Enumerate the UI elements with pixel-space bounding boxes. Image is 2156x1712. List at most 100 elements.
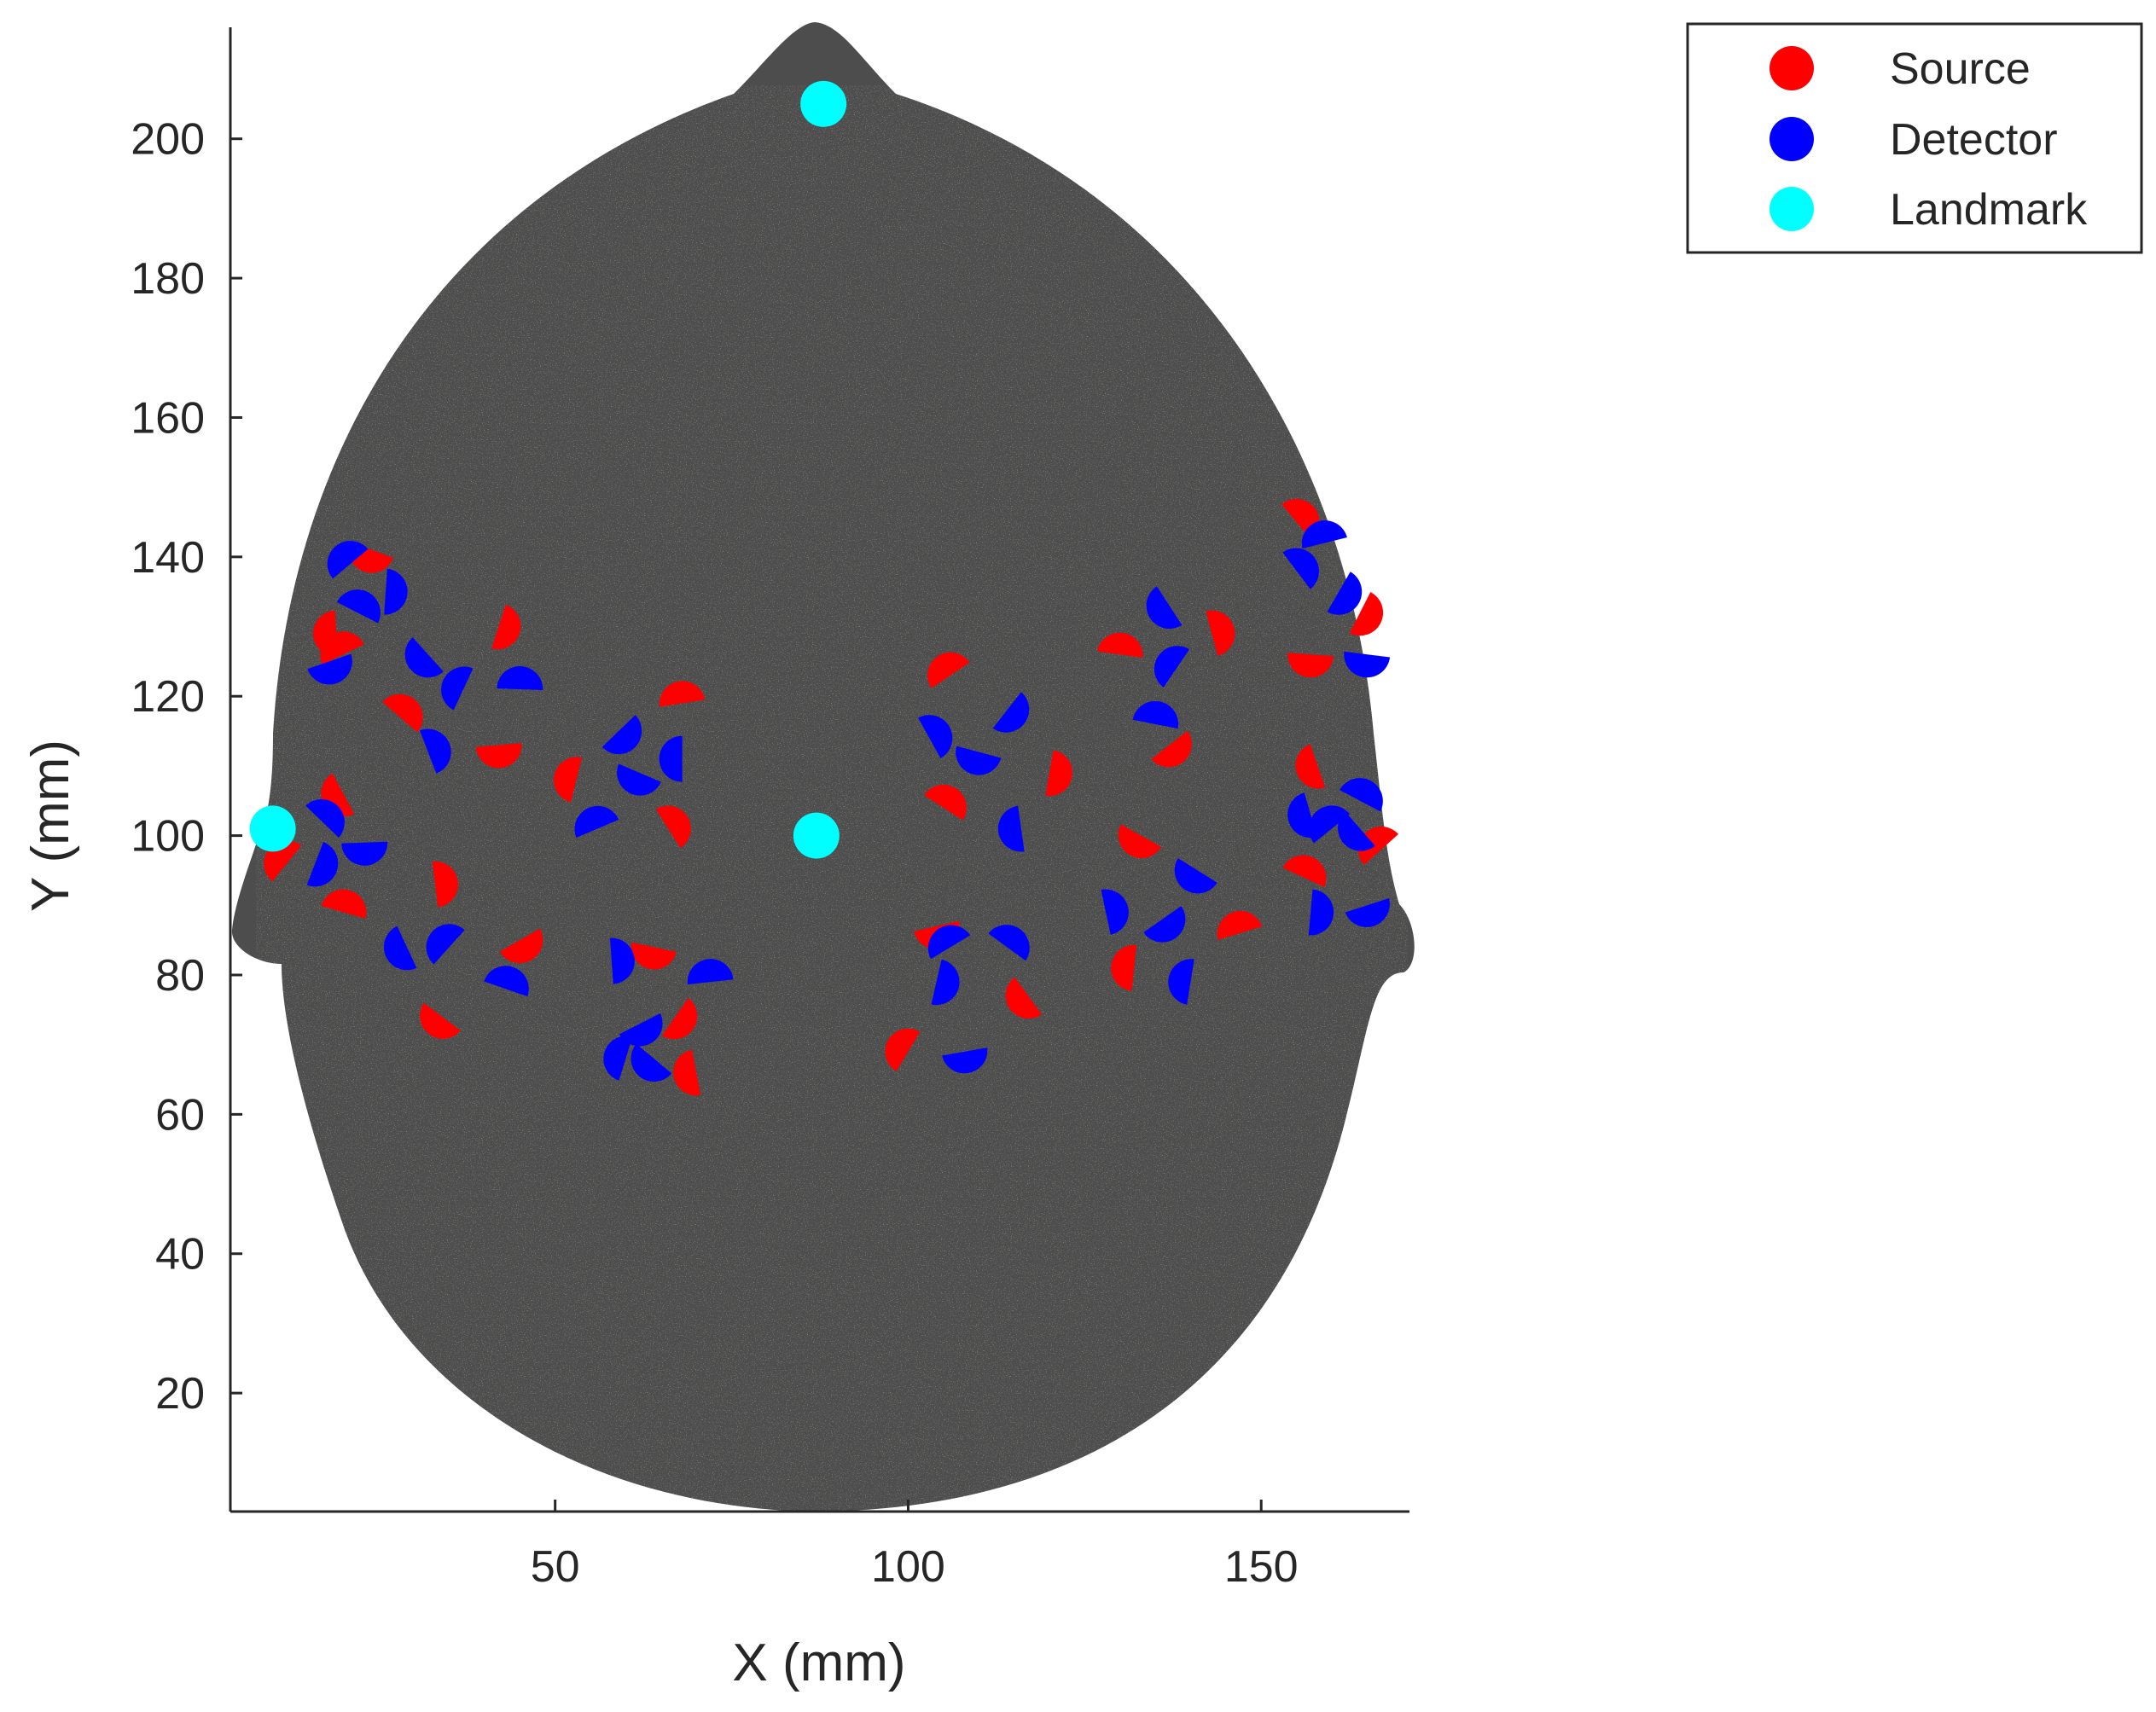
detector-marker — [426, 924, 465, 965]
source-marker — [1045, 750, 1072, 797]
legend-box — [1686, 22, 2143, 254]
source-marker — [491, 604, 521, 650]
source-marker — [1357, 826, 1398, 865]
y-tick-label: 200 — [131, 115, 205, 165]
detector-markers — [305, 520, 1391, 1082]
axes: 20 40 60 80 100 120 140 160 180 200 50 100 150 X (m… — [21, 27, 1409, 1692]
source-marker — [1217, 910, 1263, 940]
detector-marker — [927, 925, 971, 960]
source-marker — [885, 1028, 921, 1071]
detector-marker — [992, 692, 1030, 733]
source-marker — [924, 784, 967, 821]
detector-marker — [997, 805, 1025, 852]
source-marker — [420, 1002, 461, 1039]
detector-marker — [659, 735, 683, 782]
detector-marker — [1301, 520, 1347, 548]
legend-detector-label: Detector — [1890, 115, 2058, 165]
source-marker — [1111, 944, 1137, 991]
detector-marker — [988, 925, 1030, 961]
x-ticks: 50 100 150 — [531, 1500, 1299, 1592]
x-axis-label: X (mm) — [732, 1634, 905, 1692]
source-marker — [1118, 824, 1162, 859]
source-marker — [320, 631, 364, 664]
detector-marker — [1327, 572, 1363, 615]
detector-marker — [931, 959, 960, 1006]
detector-marker — [1154, 646, 1189, 688]
detector-marker — [603, 1036, 633, 1081]
source-marker — [321, 889, 367, 919]
source-marker — [1005, 977, 1042, 1019]
legend-detector-marker — [1770, 117, 1814, 161]
x-tick-label: 150 — [1224, 1542, 1299, 1592]
detector-marker — [1143, 906, 1186, 943]
detector-marker — [687, 959, 734, 984]
detector-marker — [384, 568, 408, 615]
detector-marker — [383, 926, 417, 971]
detector-marker — [1345, 898, 1390, 927]
detector-marker — [341, 841, 388, 866]
y-tick-label: 100 — [131, 812, 205, 862]
source-marker — [659, 681, 706, 707]
detector-marker — [307, 653, 352, 685]
landmark-marker — [793, 812, 840, 859]
y-tick-label: 60 — [155, 1090, 205, 1140]
detector-marker — [1132, 700, 1179, 729]
y-tick-label: 80 — [155, 951, 205, 1001]
source-marker — [499, 928, 543, 964]
detector-marker — [617, 763, 661, 796]
detector-marker — [574, 805, 619, 838]
plot-area — [231, 22, 1415, 1512]
y-axis-label: Y (mm) — [21, 740, 80, 912]
detector-marker — [1344, 651, 1391, 678]
detector-marker — [1282, 548, 1319, 589]
y-tick-label: 180 — [131, 254, 205, 304]
detector-marker — [484, 966, 529, 997]
source-marker — [475, 743, 522, 769]
source-marker — [1097, 632, 1143, 658]
source-marker — [673, 1049, 701, 1096]
detector-marker — [1168, 959, 1194, 1005]
detector-marker — [631, 1043, 672, 1082]
detector-marker — [1146, 586, 1183, 630]
detector-marker — [1308, 889, 1334, 936]
landmark-marker — [800, 80, 847, 127]
landmark-markers — [249, 80, 847, 859]
detector-marker — [404, 637, 444, 678]
legend: Source Detector Landmark — [1686, 22, 2143, 254]
source-marker — [1349, 592, 1384, 636]
detector-marker — [327, 541, 369, 579]
head-mesh-texture — [256, 85, 1408, 1512]
detector-marker — [601, 715, 642, 755]
detector-marker — [1308, 805, 1350, 844]
detector-marker — [336, 589, 381, 624]
x-tick-label: 50 — [531, 1542, 580, 1592]
y-ticks: 20 40 60 80 100 120 140 160 180 200 — [131, 115, 242, 1419]
detector-marker — [420, 728, 451, 774]
source-marker — [631, 942, 677, 970]
detector-marker — [942, 1048, 988, 1074]
source-marker — [432, 861, 458, 908]
detector-marker — [956, 746, 1002, 775]
y-tick-label: 140 — [131, 533, 205, 583]
source-marker — [927, 652, 970, 688]
detector-marker — [610, 937, 635, 984]
detector-marker — [1338, 811, 1375, 851]
detector-marker — [1340, 778, 1383, 812]
legend-source-label: Source — [1890, 44, 2031, 94]
detector-marker — [305, 798, 345, 838]
source-marker — [1206, 610, 1235, 656]
y-tick-label: 20 — [155, 1369, 205, 1419]
detector-marker — [1101, 889, 1129, 935]
source-marker — [554, 757, 582, 803]
source-marker — [382, 694, 423, 733]
source-marker — [1151, 730, 1192, 768]
detector-marker — [1174, 858, 1217, 894]
detector-marker — [918, 715, 953, 758]
y-tick-label: 40 — [155, 1230, 205, 1280]
landmark-marker — [249, 805, 296, 852]
x-tick-label: 100 — [871, 1542, 945, 1592]
legend-landmark-label: Landmark — [1890, 185, 2088, 235]
y-tick-label: 120 — [131, 672, 205, 722]
detector-marker — [497, 666, 543, 690]
